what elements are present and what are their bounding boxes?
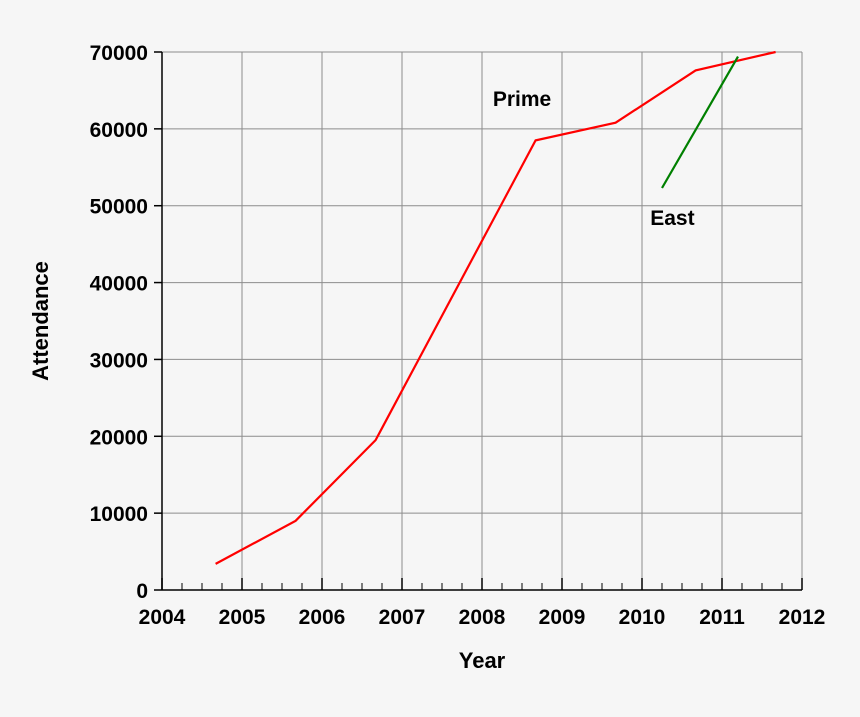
y-tick-label: 20000 — [90, 426, 148, 449]
x-tick-label: 2008 — [459, 606, 506, 629]
tick-labels: 2004 2005 2006 2007 2008 2009 2010 2011 2012 0 100… — [90, 42, 826, 629]
x-axis-title: Year — [459, 648, 506, 673]
x-tick-label: 2005 — [219, 606, 266, 629]
x-tick-label: 2010 — [619, 606, 666, 629]
y-axis-title: Attendance — [28, 261, 53, 381]
y-tick-label: 50000 — [90, 196, 148, 219]
y-tick-label: 60000 — [90, 119, 148, 142]
axes — [161, 52, 802, 591]
x-minor-ticks — [154, 51, 803, 591]
x-tick-label: 2012 — [779, 606, 826, 629]
x-tick-label: 2009 — [539, 606, 586, 629]
x-tick-label: 2007 — [379, 606, 426, 629]
grid — [162, 51, 803, 590]
y-tick-label: 40000 — [90, 273, 148, 296]
y-tick-label: 30000 — [90, 349, 148, 372]
series — [215, 50, 776, 565]
x-tick-label: 2006 — [299, 606, 346, 629]
annotation-prime: Prime — [493, 88, 551, 111]
series-line-prime — [215, 50, 776, 565]
series-line-east — [661, 56, 739, 189]
annotations: Prime East — [493, 88, 695, 230]
annotation-east: East — [650, 207, 694, 230]
y-tick-label: 70000 — [90, 42, 148, 65]
x-tick-label: 2004 — [139, 606, 186, 629]
y-tick-label: 10000 — [90, 503, 148, 526]
y-tick-label: 0 — [136, 580, 148, 603]
x-tick-label: 2011 — [699, 606, 745, 629]
